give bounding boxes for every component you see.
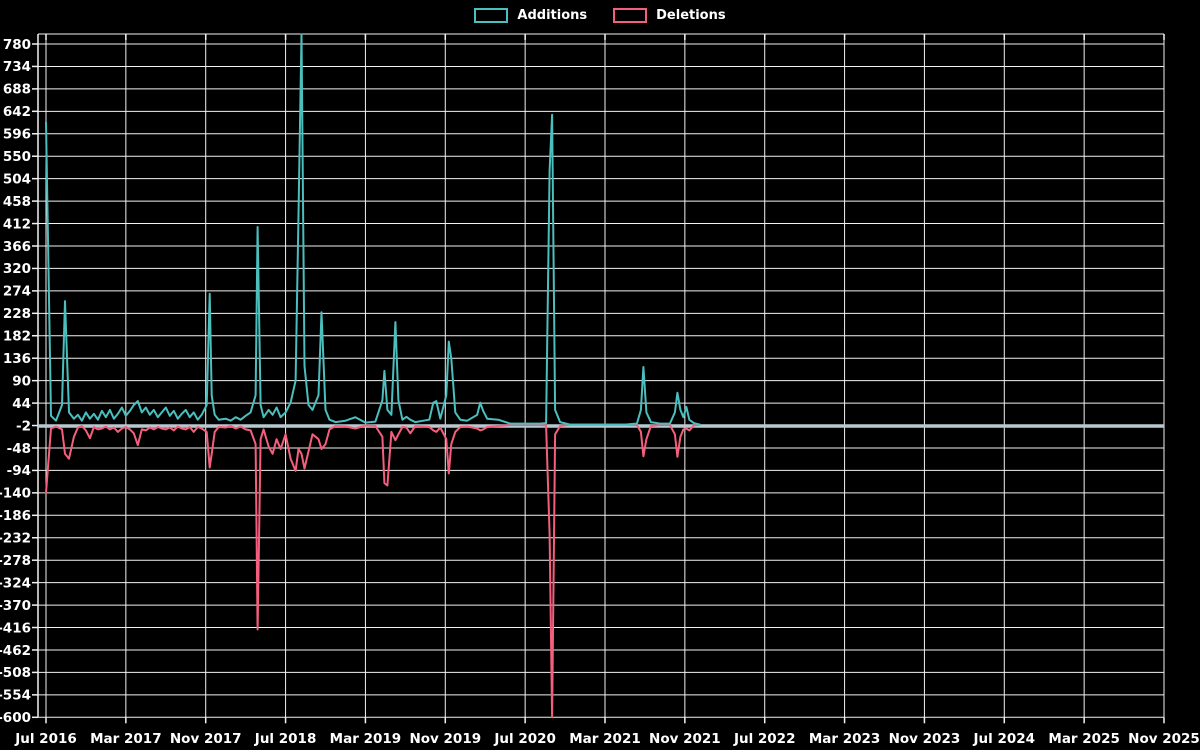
- y-axis-tick-label: 504: [3, 171, 31, 187]
- y-axis-tick-label: 550: [3, 149, 31, 165]
- x-axis-tick-label: Jul 2020: [493, 731, 556, 747]
- y-axis-tick-label: 780: [3, 37, 31, 53]
- x-axis-tick-label: Nov 2021: [649, 731, 721, 747]
- y-axis-tick-label: 320: [3, 261, 31, 277]
- x-axis-tick-label: Nov 2025: [1128, 731, 1200, 747]
- y-axis-tick-label: -600: [0, 710, 31, 726]
- y-axis-tick-label: 642: [3, 104, 31, 120]
- x-axis-tick-label: Jul 2016: [14, 731, 77, 747]
- legend-item-additions[interactable]: Additions: [474, 8, 587, 23]
- deletions-line-series: [45, 423, 701, 719]
- y-axis-tick-label: -232: [0, 531, 31, 547]
- x-axis-tick-label: Nov 2017: [170, 731, 242, 747]
- legend-item-deletions[interactable]: Deletions: [613, 8, 726, 23]
- x-axis-tick-label: Mar 2025: [1048, 731, 1119, 747]
- y-axis-tick-label: -186: [0, 508, 31, 524]
- y-axis-tick-label: -324: [0, 575, 31, 591]
- y-axis-tick-label: -416: [0, 620, 31, 636]
- x-axis-tick-label: Mar 2019: [330, 731, 401, 747]
- x-axis-tick-label: Nov 2019: [409, 731, 481, 747]
- y-axis-tick-label: -140: [0, 486, 31, 502]
- y-axis-tick-label: -554: [0, 688, 31, 704]
- y-axis-tick-label: 228: [3, 306, 31, 322]
- deletions-swatch-icon: [613, 8, 648, 23]
- legend-label-deletions: Deletions: [656, 8, 726, 23]
- y-axis-tick-label: 734: [3, 59, 31, 75]
- y-axis-tick-label: 182: [3, 329, 31, 345]
- additions-swatch-icon: [474, 8, 509, 23]
- legend-label-additions: Additions: [517, 8, 588, 23]
- y-axis-tick-label: -94: [7, 463, 31, 479]
- x-axis-tick-label: Mar 2017: [90, 731, 161, 747]
- x-axis-tick-label: Jul 2022: [733, 731, 796, 747]
- y-axis-tick-label: -48: [7, 441, 31, 457]
- y-axis-tick-label: -278: [0, 553, 31, 569]
- y-axis-tick-label: 136: [3, 351, 31, 367]
- additions-line-series: [45, 33, 701, 426]
- y-axis-tick-label: -370: [0, 598, 31, 614]
- y-axis-tick-label: 90: [12, 373, 31, 389]
- y-axis-tick-label: 44: [12, 396, 31, 412]
- y-axis-tick-label: -508: [0, 665, 31, 681]
- y-axis-tick-label: 412: [3, 216, 31, 232]
- x-axis-tick-label: Jul 2018: [254, 731, 317, 747]
- y-axis-tick-label: 596: [3, 127, 31, 143]
- y-axis-tick-label: 688: [3, 82, 31, 98]
- y-axis-tick-label: -2: [16, 418, 31, 434]
- y-axis-tick-label: 458: [3, 194, 31, 210]
- x-axis-tick-label: Nov 2023: [889, 731, 961, 747]
- y-axis-tick-label: 274: [3, 284, 31, 300]
- x-axis-tick-label: Jul 2024: [973, 731, 1036, 747]
- x-axis-tick-label: Mar 2021: [569, 731, 640, 747]
- y-axis-tick-label: 366: [3, 239, 31, 255]
- chart-legend: Additions Deletions: [0, 8, 1200, 23]
- x-axis-tick-label: Mar 2023: [809, 731, 880, 747]
- y-axis-tick-label: -462: [0, 643, 31, 659]
